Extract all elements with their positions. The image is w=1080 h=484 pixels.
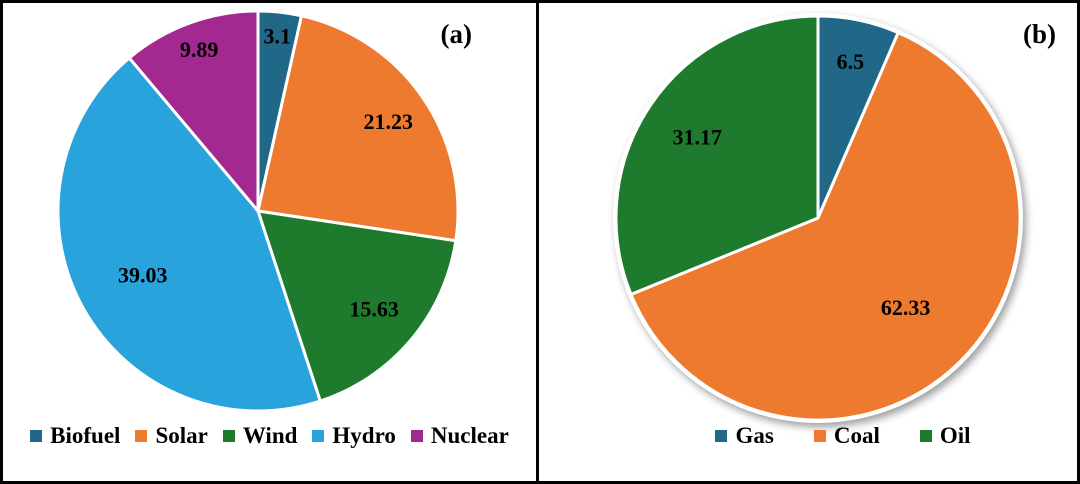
legend-item-oil: Oil: [919, 423, 971, 448]
slice-value-label-oil: 31.17: [673, 124, 723, 149]
legend-label-solar: Solar: [155, 423, 208, 448]
slice-value-label-wind: 15.63: [349, 297, 399, 322]
legend-label-nuclear: Nuclear: [430, 423, 509, 448]
legend-b: Gas Coal Oil: [539, 423, 1077, 448]
panel-divider: [536, 3, 539, 481]
legend-label-oil: Oil: [939, 423, 971, 448]
legend-item-hydro: Hydro: [312, 423, 396, 448]
slice-value-label-solar: 21.23: [364, 109, 414, 134]
slice-value-label-coal: 62.33: [881, 295, 931, 320]
legend-label-wind: Wind: [242, 423, 298, 448]
panel-b: 6.5 62.33 31.17 (b) Gas Coal Oil: [539, 3, 1077, 481]
legend-item-wind: Wind: [222, 423, 298, 448]
legend-item-biofuel: Biofuel: [30, 423, 120, 448]
legend-label-hydro: Hydro: [332, 423, 396, 448]
pie-slice-oil: [614, 14, 820, 296]
legend-item-coal: Coal: [813, 423, 880, 448]
legend-a: Biofuel Solar Wind Hydro Nuclear: [3, 423, 536, 448]
legend-item-solar: Solar: [135, 423, 208, 448]
legend-swatch-biofuel: [30, 429, 43, 442]
legend-swatch-nuclear: [410, 429, 423, 442]
panel-a-label: (a): [440, 19, 472, 49]
pie-slice-solar: [256, 14, 460, 243]
pie-chart-a: 3.1 21.23 15.63 39.03 9.89: [56, 9, 460, 413]
slice-value-label-hydro: 39.03: [118, 263, 168, 288]
pie-chart-b: 6.5 62.33 31.17: [613, 13, 1023, 423]
legend-item-gas: Gas: [715, 423, 774, 448]
panel-a: 3.1 21.23 15.63 39.03 9.89 (a) Biofuel Solar W…: [3, 3, 536, 481]
pie-slice-wind: [256, 209, 458, 403]
legend-swatch-gas: [715, 429, 728, 442]
legend-swatch-wind: [222, 429, 235, 442]
pie-slice-coal: [629, 31, 1022, 422]
pie-slice-hydro: [56, 56, 322, 413]
pie-slice-nuclear: [127, 9, 260, 213]
legend-swatch-solar: [135, 429, 148, 442]
slice-value-label-nuclear: 9.89: [180, 37, 219, 62]
panel-b-label: (b): [1023, 19, 1056, 49]
legend-item-nuclear: Nuclear: [410, 423, 509, 448]
slice-value-label-biofuel: 3.1: [263, 24, 291, 49]
legend-swatch-coal: [813, 429, 826, 442]
legend-label-coal: Coal: [833, 423, 880, 448]
legend-label-gas: Gas: [735, 423, 774, 448]
legend-swatch-oil: [919, 429, 932, 442]
slice-value-label-gas: 6.5: [837, 49, 865, 74]
legend-label-biofuel: Biofuel: [50, 423, 121, 448]
legend-swatch-hydro: [312, 429, 325, 442]
